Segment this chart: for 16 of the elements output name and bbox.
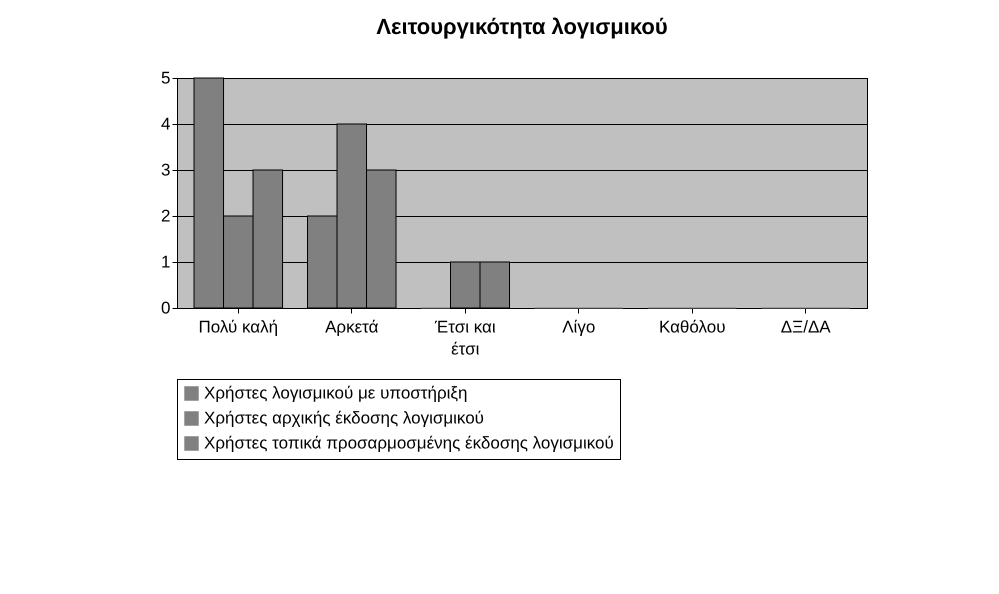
legend-label: Χρήστες τοπικά προσαρμοσμένης έκδοσης λογισμικού xyxy=(204,434,614,452)
y-tick-label: 4 xyxy=(161,114,170,134)
chart-title: Λειτουργικότητα λογισμικού xyxy=(376,14,668,39)
x-tick-label: ΔΞ/ΔΑ xyxy=(780,318,832,336)
x-tick-label: Λίγο xyxy=(562,318,596,336)
x-tick-label: Καθόλου xyxy=(658,318,726,336)
y-tick-label: 0 xyxy=(161,298,170,318)
y-tick-label: 5 xyxy=(161,68,170,88)
legend-label: Χρήστες λογισμικού με υποστήριξη xyxy=(204,384,468,402)
y-tick-label: 2 xyxy=(161,206,170,226)
x-tick-label: Αρκετά xyxy=(325,318,379,336)
y-tick-label: 1 xyxy=(161,252,170,272)
x-tick-label: Πολύ καλή xyxy=(198,318,278,336)
legend-label: Χρήστες αρχικής έκδοσης λογισμικού xyxy=(204,408,484,428)
x-tick-label: Έτσι και έτσι xyxy=(434,318,496,358)
y-tick-label: 3 xyxy=(161,160,170,180)
